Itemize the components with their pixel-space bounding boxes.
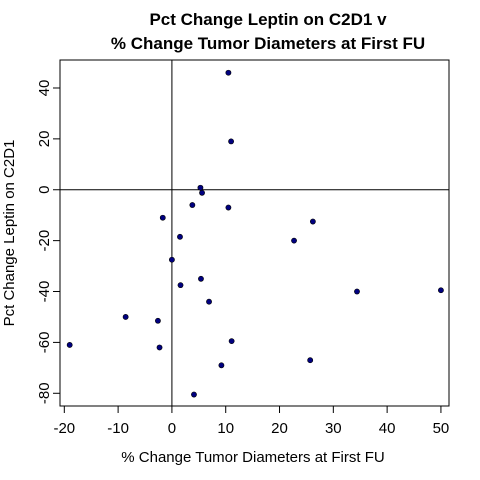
y-tick-label: -80 bbox=[36, 382, 53, 404]
data-point bbox=[189, 202, 196, 208]
x-tick-label: 10 bbox=[217, 420, 234, 437]
data-point bbox=[122, 314, 129, 320]
data-point bbox=[307, 357, 314, 364]
y-tick-label: -60 bbox=[36, 332, 53, 354]
y-tick-label: -40 bbox=[36, 281, 53, 303]
data-point bbox=[191, 391, 197, 398]
data-point bbox=[228, 338, 235, 345]
data-point bbox=[228, 138, 234, 145]
data-point bbox=[198, 275, 204, 282]
y-tick-label: -20 bbox=[36, 230, 53, 252]
data-point bbox=[155, 317, 161, 324]
data-point bbox=[218, 362, 225, 369]
data-points bbox=[66, 69, 444, 398]
y-tick-label: 0 bbox=[36, 186, 53, 194]
data-point bbox=[156, 344, 163, 351]
x-tick-label: 40 bbox=[379, 420, 396, 437]
y-axis: -80 -60 -40 -20 0 20 40 bbox=[36, 80, 60, 404]
data-point bbox=[197, 184, 204, 191]
x-tick-label: -10 bbox=[107, 420, 129, 437]
data-point bbox=[177, 282, 184, 289]
x-tick-label: 20 bbox=[271, 420, 288, 437]
chart-title-line-2: % Change Tumor Diameters at First FU bbox=[111, 34, 425, 53]
y-tick-label: 40 bbox=[36, 80, 53, 97]
plot-frame bbox=[59, 59, 450, 407]
data-point bbox=[225, 69, 232, 76]
data-point bbox=[354, 288, 360, 295]
y-tick-label: 20 bbox=[36, 131, 53, 148]
data-point bbox=[159, 214, 166, 221]
data-point bbox=[438, 287, 444, 294]
data-point bbox=[169, 256, 175, 263]
x-tick-label: 30 bbox=[325, 420, 342, 437]
data-point bbox=[206, 298, 212, 305]
x-axis: -20 -10 0 10 20 30 40 50 bbox=[53, 406, 449, 437]
data-point bbox=[291, 237, 297, 244]
data-point bbox=[177, 233, 183, 240]
x-tick-label: 50 bbox=[433, 420, 450, 437]
x-axis-label: % Change Tumor Diameters at First FU bbox=[121, 449, 384, 466]
reference-lines bbox=[60, 60, 449, 406]
x-tick-label: -20 bbox=[53, 420, 75, 437]
data-point bbox=[225, 204, 232, 211]
data-point bbox=[309, 218, 316, 225]
x-tick-label: 0 bbox=[168, 420, 176, 437]
chart-title-line-1: Pct Change Leptin on C2D1 v bbox=[149, 10, 387, 29]
data-point bbox=[66, 342, 73, 348]
y-axis-label: Pct Change Leptin on C2D1 bbox=[1, 140, 18, 327]
data-point bbox=[199, 189, 205, 196]
